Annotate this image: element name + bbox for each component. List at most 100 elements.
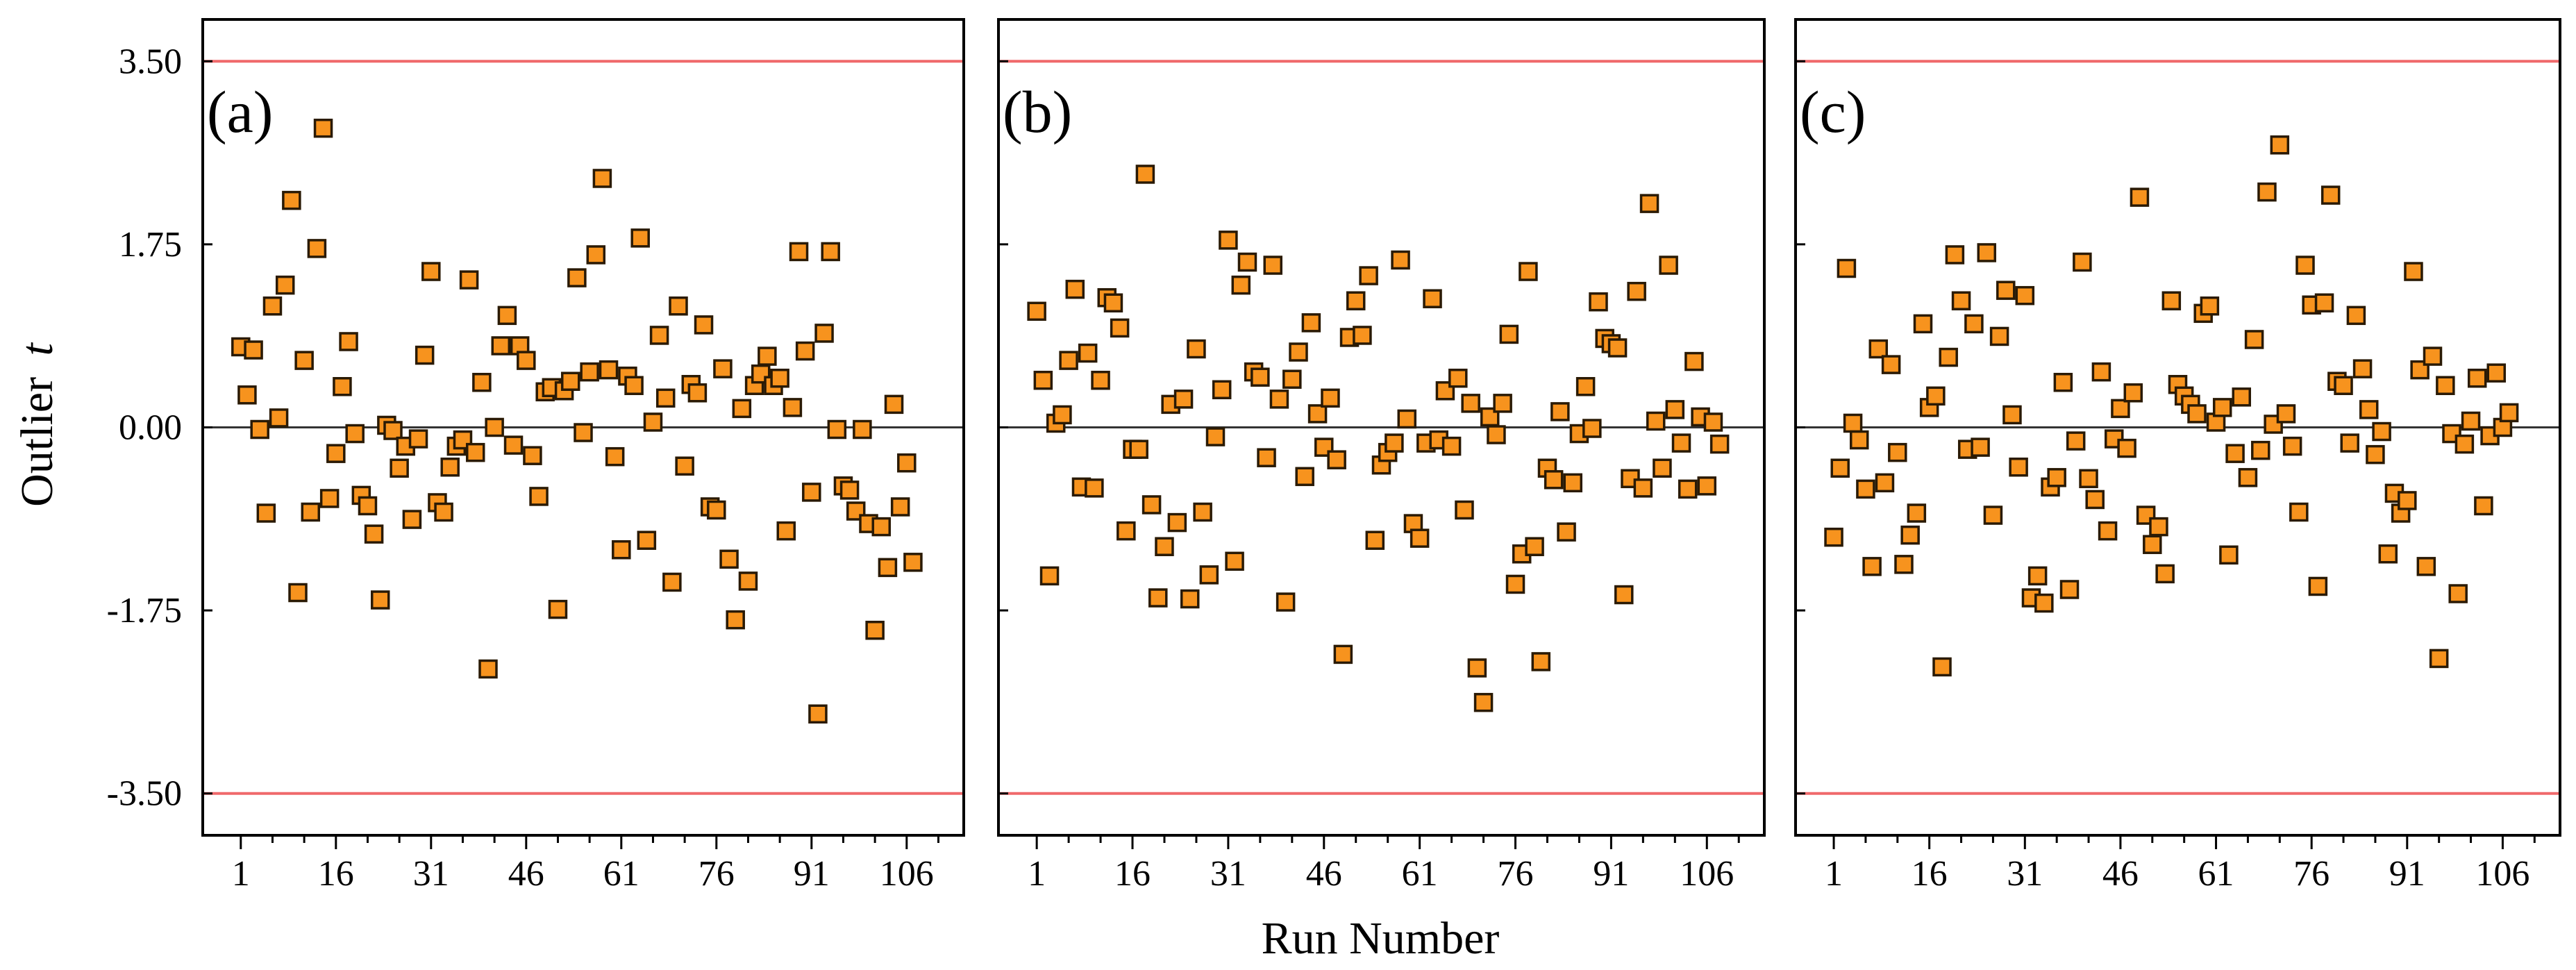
y-axis-title: Outlier t xyxy=(12,342,62,506)
panel-a-x-tick-label-106: 106 xyxy=(880,854,934,894)
panel-a-point-4 xyxy=(250,419,269,440)
panel-b-point-13 xyxy=(1103,293,1123,312)
panel-a-point-42 xyxy=(491,336,511,356)
panel-a-point-19 xyxy=(345,424,365,444)
panel-c-point-60 xyxy=(2200,296,2220,316)
panel-b-x-tick-label-31: 31 xyxy=(1210,854,1246,894)
panel-c-frame xyxy=(1794,18,2561,837)
panel-b-point-95 xyxy=(1627,281,1646,301)
panel-c-point-102 xyxy=(2467,368,2487,388)
panel-a-x-tick-label-31: 31 xyxy=(413,854,449,894)
y-axis-title-main: Outlier xyxy=(12,377,62,507)
panel-c-point-77 xyxy=(2308,576,2328,596)
panel-c-point-52 xyxy=(2149,517,2168,537)
panel-a-point-58 xyxy=(592,169,612,188)
panel-c-x-tick-label-46: 46 xyxy=(2102,854,2139,894)
panel-b-point-75 xyxy=(1499,324,1519,344)
panel-b-point-31 xyxy=(1219,231,1238,250)
panel-a-point-90 xyxy=(795,341,815,361)
panel-b-point-45 xyxy=(1307,404,1328,424)
panel-a-point-37 xyxy=(459,270,479,290)
panel-c-point-69 xyxy=(2257,182,2277,202)
panel-c-point-68 xyxy=(2251,440,2270,460)
panel-a-point-102 xyxy=(871,517,892,537)
panel-a-point-68 xyxy=(655,388,676,408)
panel-b-point-43 xyxy=(1295,467,1314,487)
panel-a-point-53 xyxy=(560,371,580,391)
panel-c-point-94 xyxy=(2416,557,2436,576)
panel-b-point-83 xyxy=(1550,402,1570,421)
panel-c-x-tick-label-91: 91 xyxy=(2389,854,2425,894)
panel-a-point-63 xyxy=(624,376,644,395)
panel-a-point-97 xyxy=(839,480,860,500)
panel-a-point-9 xyxy=(282,190,301,210)
panel-c-point-86 xyxy=(2366,444,2385,465)
panel-c-point-14 xyxy=(1907,503,1927,523)
panel-b-point-87 xyxy=(1575,377,1596,396)
panel-b-frame xyxy=(997,18,1766,837)
panel-b-point-17 xyxy=(1129,440,1148,459)
panel-a-point-101 xyxy=(865,620,885,640)
panel-b-point-42 xyxy=(1289,342,1308,362)
panel-c-point-15 xyxy=(1913,314,1933,334)
panel-b-point-48 xyxy=(1327,450,1346,469)
panel-c-point-51 xyxy=(2143,535,2162,554)
panel-a-point-43 xyxy=(497,306,517,326)
panel-c-point-66 xyxy=(2238,468,2258,487)
panel-a-point-70 xyxy=(669,296,688,316)
panel-b-point-88 xyxy=(1582,419,1602,438)
panel-a-point-7 xyxy=(269,408,289,428)
panel-c-point-64 xyxy=(2225,444,2245,463)
panel-b-point-19 xyxy=(1141,495,1162,515)
panel-a-point-47 xyxy=(523,446,542,465)
panel-b-point-99 xyxy=(1653,458,1672,478)
panel-b-point-21 xyxy=(1155,537,1174,556)
panel-c-point-58 xyxy=(2187,404,2207,424)
panel-b-point-103 xyxy=(1678,479,1698,499)
panel-c-point-1 xyxy=(1824,527,1843,547)
panel-a-point-74 xyxy=(694,315,714,335)
panel-c-point-25 xyxy=(1977,243,1996,262)
panel-c-point-63 xyxy=(2219,545,2239,565)
panel-a-point-86 xyxy=(770,368,789,388)
panel-b-point-10 xyxy=(1085,478,1104,498)
panel-a-x-tick-label-61: 61 xyxy=(603,854,639,894)
panel-b-point-15 xyxy=(1116,521,1136,541)
panel-b-point-38 xyxy=(1263,256,1282,275)
panel-b-x-tick-label-16: 16 xyxy=(1114,854,1151,894)
panel-a-frame xyxy=(201,18,965,837)
panel-c-point-5 xyxy=(1850,430,1869,450)
panel-b-point-53 xyxy=(1359,266,1378,285)
panel-b-point-76 xyxy=(1505,574,1525,594)
panel-a-point-84 xyxy=(758,346,777,366)
panel-c-point-43 xyxy=(2091,362,2111,382)
panel-b-point-96 xyxy=(1633,478,1653,498)
y-tick-label-neg-1.75: -1.75 xyxy=(107,591,182,630)
panel-a-point-30 xyxy=(415,345,435,365)
panel-a-point-28 xyxy=(402,510,422,529)
panel-b-point-108 xyxy=(1709,434,1730,454)
panel-a-point-104 xyxy=(884,394,904,415)
panel-b-point-2 xyxy=(1033,370,1053,390)
panel-a-point-65 xyxy=(637,530,657,550)
panel-b-point-29 xyxy=(1205,427,1226,446)
panel-a-point-80 xyxy=(732,399,752,419)
panel-a-x-tick-label-76: 76 xyxy=(699,854,735,894)
panel-b-point-41 xyxy=(1282,369,1302,389)
panel-c-point-34 xyxy=(2034,593,2054,613)
panel-c-point-95 xyxy=(2423,346,2443,366)
panel-a-point-79 xyxy=(726,610,745,630)
panel-c-point-54 xyxy=(2161,291,2182,310)
panel-b-point-7 xyxy=(1065,279,1085,299)
panel-b-point-40 xyxy=(1276,592,1296,612)
panel-b-point-97 xyxy=(1639,194,1659,213)
panel-c-point-46 xyxy=(2111,399,2130,419)
panel-c-x-tick-label-1: 1 xyxy=(1825,854,1843,894)
panel-c-point-3 xyxy=(1837,258,1857,278)
panel-b-point-36 xyxy=(1251,367,1270,387)
panel-a-point-56 xyxy=(580,362,599,382)
panel-c-point-36 xyxy=(2047,468,2066,487)
panel-c-point-30 xyxy=(2009,457,2028,477)
y-tick-label-1.75: 1.75 xyxy=(119,225,182,265)
panel-a-point-11 xyxy=(294,351,314,370)
